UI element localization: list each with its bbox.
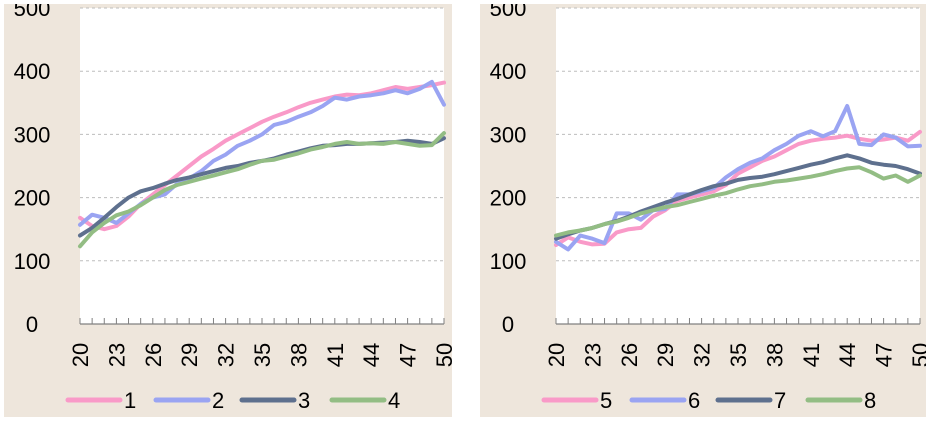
y-tick-label: 400 [14,59,51,84]
x-tick-label: 38 [762,343,787,367]
series-line-8 [554,165,922,238]
x-tick-label: 50 [432,343,452,367]
legend-label: 6 [688,388,700,413]
legend-item-2: 2 [153,388,224,413]
legend-item-7: 7 [715,388,786,413]
x-tick-label: 23 [580,343,605,367]
series-line-6 [554,104,922,252]
y-tick-label: 300 [490,122,527,147]
x-tick-label: 35 [250,343,275,367]
x-tick-label: 29 [653,343,678,367]
chart-panel-left: 0 100 200 300 400 500 20 23 26 29 32 35 38 41 44 47 50 1 2… [4,4,452,417]
x-tick-label: 44 [835,343,860,367]
y-tick-label: 500 [14,4,51,21]
x-tick-label: 20 [68,343,93,367]
x-tick-label: 47 [396,343,421,367]
y-tick-label: 500 [490,4,527,21]
legend-label: 4 [388,388,400,413]
legend-label: 3 [298,388,310,413]
x-tick-label: 38 [286,343,311,367]
y-tick-label: 0 [26,312,38,337]
legend-item-5: 5 [541,388,612,413]
x-tick-label: 41 [323,343,348,367]
x-tick-label: 50 [908,343,926,367]
plot-area [556,8,920,324]
y-tick-label: 100 [490,249,527,274]
x-tick-label: 32 [214,343,239,367]
x-tick-label: 26 [141,343,166,367]
plot-area [80,8,444,324]
legend-label: 8 [864,388,876,413]
legend-label: 7 [774,388,786,413]
x-tick-label: 44 [359,343,384,367]
series-line-4 [78,131,446,249]
legend-label: 2 [212,388,224,413]
y-tick-label: 200 [14,186,51,211]
legend-item-8: 8 [805,388,876,413]
x-tick-label: 35 [726,343,751,367]
y-tick-label: 0 [502,312,514,337]
legend-item-1: 1 [65,388,136,413]
legend-item-6: 6 [629,388,700,413]
y-tick-label: 200 [490,186,527,211]
y-tick-label: 300 [14,122,51,147]
chart-panel-right: 0 100 200 300 400 500 20 23 26 29 32 35 38 41 44 47 50 5 6… [480,4,926,417]
y-tick-label: 100 [14,249,51,274]
x-tick-label: 29 [177,343,202,367]
x-tick-label: 32 [690,343,715,367]
legend-label: 1 [124,388,136,413]
x-tick-label: 20 [544,343,569,367]
x-tick-label: 41 [799,343,824,367]
legend-item-3: 3 [239,388,310,413]
x-tick-label: 26 [617,343,642,367]
chart-right: 0 100 200 300 400 500 20 23 26 29 32 35 38 41 44 47 50 5 6… [490,4,926,413]
legend-item-4: 4 [329,388,400,413]
x-tick-label: 23 [104,343,129,367]
legend-label: 5 [600,388,612,413]
x-tick-label: 47 [872,343,897,367]
y-tick-label: 400 [490,59,527,84]
